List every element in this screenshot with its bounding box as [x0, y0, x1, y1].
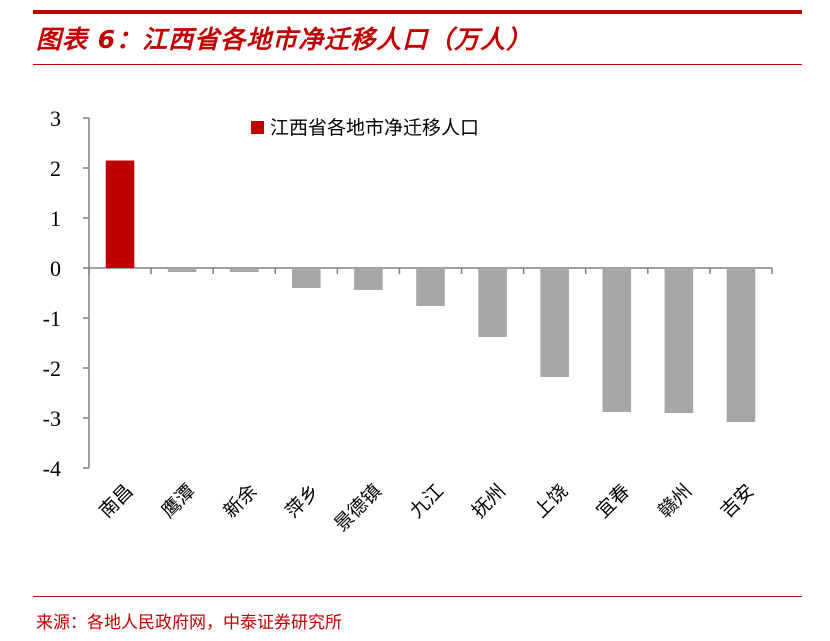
top-rule — [33, 10, 802, 14]
bar — [540, 268, 569, 377]
legend-swatch — [251, 121, 264, 134]
category-label: 萍乡 — [281, 480, 323, 522]
bar — [664, 268, 694, 413]
category-labels: 南昌 鹰潭 新余 萍乡 景德镇 九江 抚州 上饶 宜春 赣州 吉安 — [95, 480, 758, 536]
category-label: 吉安 — [716, 480, 758, 522]
category-label: 景德镇 — [330, 480, 386, 536]
bar — [292, 268, 321, 288]
bottom-rule — [33, 596, 802, 597]
category-label: 上饶 — [530, 480, 572, 522]
category-label: 南昌 — [95, 480, 137, 522]
y-tick-label: -3 — [43, 406, 61, 431]
y-tick-label: -1 — [43, 306, 61, 331]
bar — [105, 160, 135, 268]
source-note: 来源：各地人民政府网，中泰证券研究所 — [36, 613, 342, 633]
bar — [602, 268, 632, 412]
category-label: 赣州 — [654, 480, 696, 522]
bar — [478, 268, 507, 337]
legend: 江西省各地市净迁移人口 — [251, 117, 479, 139]
category-label: 宜春 — [592, 480, 634, 522]
y-axis: 3 2 1 0 -1 -2 -3 -4 — [43, 106, 90, 481]
page-title: 图表 6：江西省各地市净迁移人口（万人） — [36, 25, 533, 54]
bar — [416, 268, 445, 306]
category-label: 九江 — [406, 480, 448, 522]
y-tick-label: 0 — [50, 256, 61, 281]
y-tick-label: 1 — [50, 206, 61, 231]
bars — [105, 160, 756, 422]
legend-label: 江西省各地市净迁移人口 — [270, 117, 479, 139]
bar — [354, 268, 383, 290]
bar — [229, 268, 259, 272]
y-tick-label: 2 — [50, 156, 61, 181]
y-tick-label: -2 — [43, 356, 61, 381]
category-label: 抚州 — [468, 480, 510, 522]
category-label: 鹰潭 — [157, 480, 199, 522]
bar — [167, 268, 197, 272]
bar — [726, 268, 756, 422]
category-label: 新余 — [219, 480, 261, 522]
title-rule — [33, 64, 802, 65]
y-tick-label: -4 — [43, 456, 61, 481]
y-tick-label: 3 — [50, 106, 61, 131]
